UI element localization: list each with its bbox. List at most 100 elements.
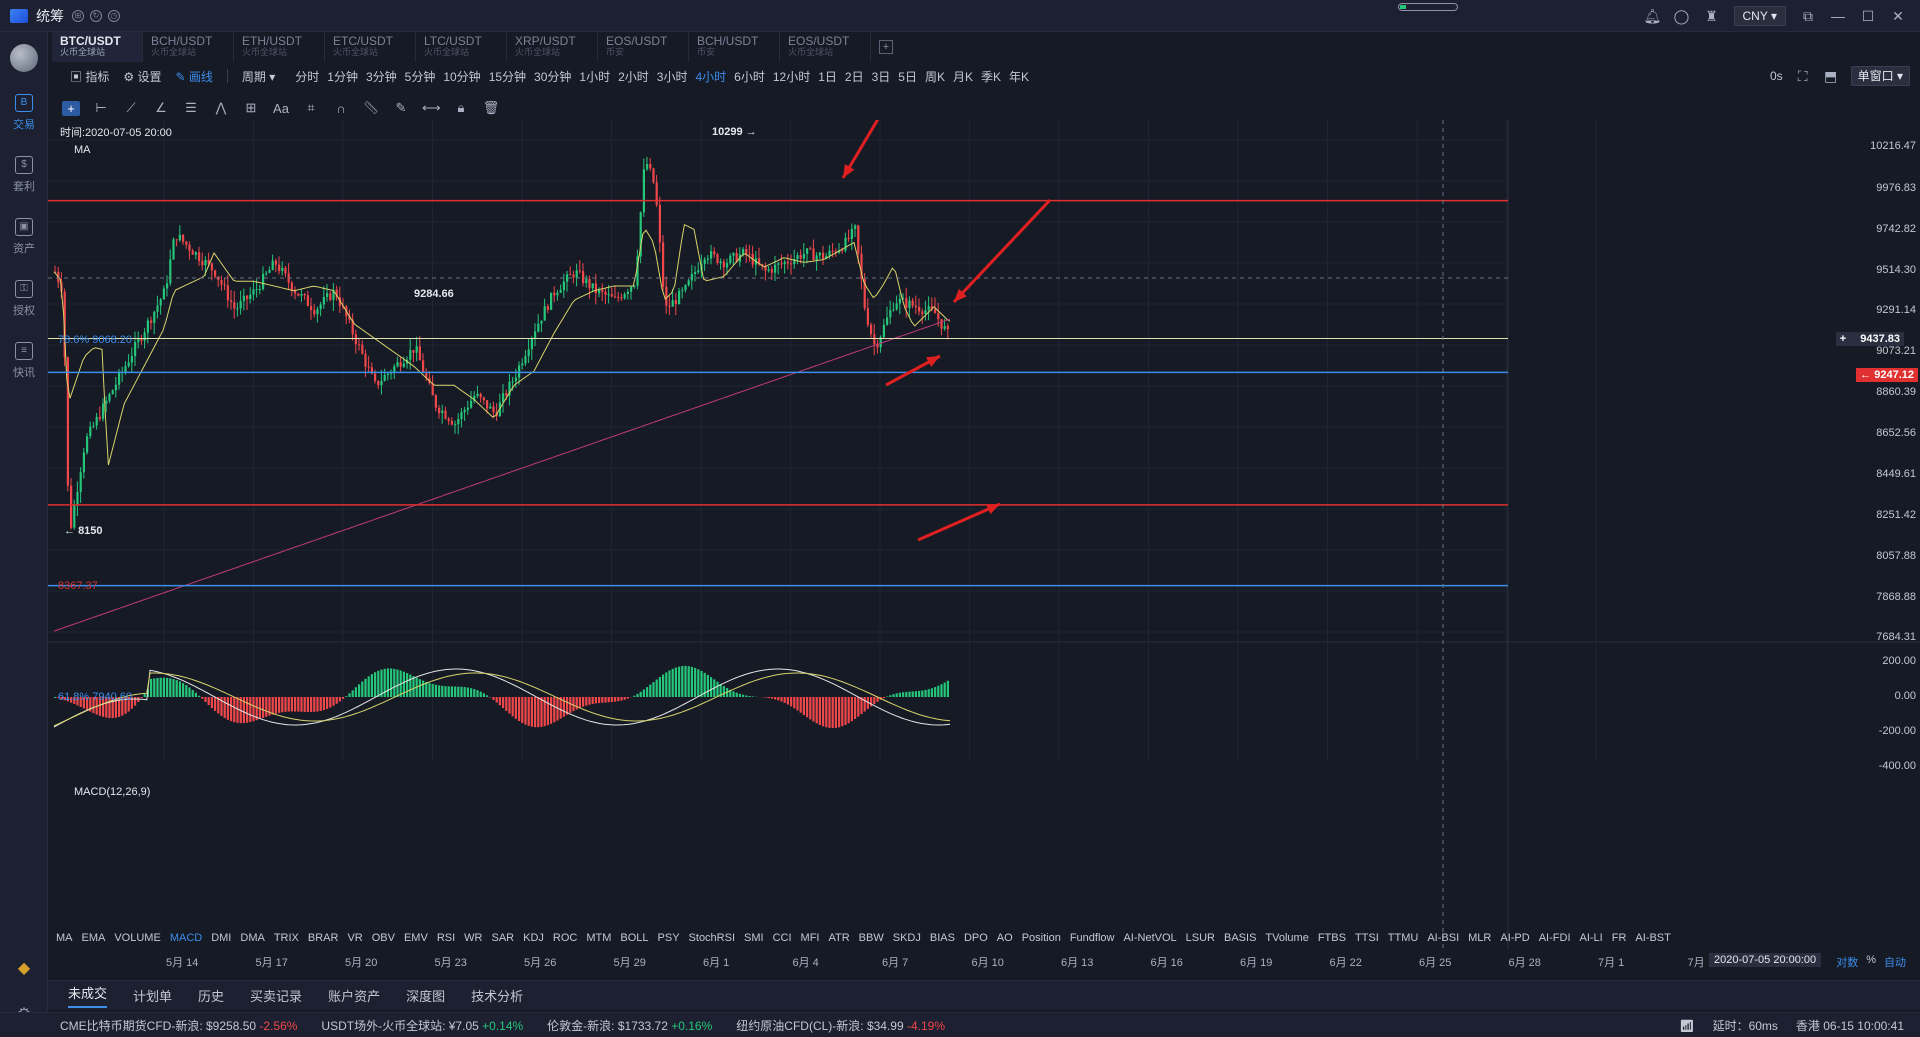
period-option[interactable]: 30分钟: [534, 69, 572, 84]
list-tool-icon[interactable]: ☰: [185, 100, 197, 115]
indicator-option[interactable]: PSY: [657, 932, 680, 944]
indicator-option[interactable]: ATR: [828, 932, 850, 944]
indicator-option[interactable]: RSI: [436, 932, 456, 944]
chat-icon[interactable]: ◯: [1673, 8, 1690, 24]
auto-scale-toggle[interactable]: 自动: [1884, 957, 1906, 969]
indicator-option[interactable]: MACD: [169, 932, 203, 944]
indicator-option[interactable]: AI-PD: [1500, 932, 1530, 944]
sidebar-item-2[interactable]: ▣ 资产: [0, 206, 48, 268]
indicator-option[interactable]: Fundflow: [1069, 932, 1115, 944]
indicator-option[interactable]: TRIX: [273, 932, 299, 944]
currency-select[interactable]: CNY ▾: [1733, 6, 1786, 26]
period-option[interactable]: 年K: [1009, 69, 1030, 84]
symbol-tab[interactable]: LTC/USDT 火币全球站: [416, 32, 507, 62]
indicator-option[interactable]: DMA: [240, 932, 265, 944]
indicator-option[interactable]: AI-FDI: [1538, 932, 1571, 944]
period-option[interactable]: 3日: [871, 69, 891, 84]
period-option[interactable]: 1分钟: [327, 69, 358, 84]
period-option[interactable]: 月K: [952, 69, 973, 84]
bottom-tab[interactable]: 计划单: [133, 989, 173, 1004]
date-axis[interactable]: 5月 14 5月 17 5月 20 5月 23 5月 26 5月 29 6月 1 6月 4 6月…: [48, 952, 1848, 970]
indicator-option[interactable]: BRAR: [307, 932, 339, 944]
symbol-tab[interactable]: ETH/USDT 火币全球站: [234, 32, 325, 62]
clock-icon[interactable]: ◷: [108, 9, 120, 22]
grid-tool-icon[interactable]: ⊞: [245, 100, 257, 115]
minimize-icon[interactable]: —: [1831, 8, 1845, 24]
bottom-tab[interactable]: 账户资产: [328, 989, 381, 1004]
popout-icon[interactable]: ⧉: [1803, 8, 1813, 24]
ticker-item[interactable]: 伦敦金-新浪: $1733.72 +0.16%: [547, 1017, 712, 1034]
diamond-icon[interactable]: ◆: [17, 960, 31, 977]
indicator-option[interactable]: DMI: [211, 932, 232, 944]
indicator-option[interactable]: EMV: [403, 932, 428, 944]
draw-button[interactable]: ✎ 画线: [175, 69, 213, 84]
bottom-tab[interactable]: 深度图: [406, 989, 446, 1004]
indicator-option[interactable]: MTM: [586, 932, 612, 944]
indicator-option[interactable]: MFI: [800, 932, 820, 944]
trendline-tool-icon[interactable]: ⟋: [126, 100, 136, 115]
indicator-option[interactable]: LSUR: [1185, 932, 1215, 944]
indicator-option[interactable]: AI-NetVOL: [1123, 932, 1177, 944]
magnet-tool-icon[interactable]: ∩: [336, 100, 346, 116]
window-mode-select[interactable]: 单窗口 ▾: [1850, 66, 1910, 86]
log-scale-toggle[interactable]: 对数: [1836, 957, 1859, 969]
indicator-option[interactable]: ROC: [552, 932, 578, 944]
close-icon[interactable]: ✕: [1892, 8, 1904, 24]
indicator-option[interactable]: TTSI: [1354, 932, 1379, 944]
sidebar-item-1[interactable]: $ 套利: [0, 144, 48, 206]
symbol-tab[interactable]: BCH/USDT 火币全球站: [143, 32, 234, 62]
sidebar-item-3[interactable]: ⚿ 授权: [0, 268, 48, 330]
period-dropdown[interactable]: 周期 ▾: [241, 69, 276, 84]
period-option[interactable]: 1日: [818, 69, 837, 84]
bottom-tab[interactable]: 历史: [198, 989, 225, 1004]
indicator-option[interactable]: BASIS: [1224, 932, 1257, 944]
indicator-option[interactable]: EMA: [81, 932, 106, 944]
indicator-option[interactable]: BBW: [858, 932, 884, 944]
indicator-option[interactable]: Position: [1021, 932, 1061, 944]
percent-toggle[interactable]: %: [1866, 954, 1876, 966]
period-option[interactable]: 2小时: [618, 69, 649, 84]
period-option[interactable]: 分时: [295, 69, 320, 84]
measure-tool-icon[interactable]: ⟷: [422, 100, 441, 115]
sidebar-item-0[interactable]: B 交易: [0, 82, 48, 144]
add-tab-button[interactable]: +: [879, 40, 893, 54]
angle-tool-icon[interactable]: ∠: [155, 100, 167, 115]
indicator-option[interactable]: SAR: [491, 932, 515, 944]
indicator-option[interactable]: SKDJ: [892, 932, 921, 944]
indicator-option[interactable]: KDJ: [523, 932, 544, 944]
indicator-option[interactable]: TVolume: [1265, 932, 1309, 944]
trash-tool-icon[interactable]: 🗑︎: [482, 100, 500, 115]
lock-tool-icon[interactable]: 🔒︎: [457, 100, 465, 115]
ma-legend[interactable]: MA: [74, 144, 91, 156]
chart-area[interactable]: 时间:2020-07-05 20:00 MA MACD(12,26,9) 102…: [48, 120, 1920, 980]
ruler-tool-icon[interactable]: 📏︎: [362, 100, 380, 115]
period-option[interactable]: 周K: [924, 69, 945, 84]
indicator-option[interactable]: WR: [464, 932, 483, 944]
indicator-option[interactable]: MLR: [1468, 932, 1492, 944]
ticker-item[interactable]: USDT场外-火币全球站: ¥7.05 +0.14%: [321, 1017, 523, 1034]
symbol-tab[interactable]: EOS/USDT 火币全球站: [780, 32, 871, 62]
settings-button[interactable]: ⚙ 设置: [123, 69, 162, 84]
indicator-option[interactable]: AI-LI: [1579, 932, 1603, 944]
indicator-option[interactable]: SMI: [744, 932, 764, 944]
period-option[interactable]: 15分钟: [488, 69, 527, 84]
shirt-icon[interactable]: ♜: [1705, 8, 1718, 24]
symbol-tab[interactable]: EOS/USDT 币安: [598, 32, 689, 62]
text-tool-icon[interactable]: Aa: [273, 100, 289, 116]
indicator-option[interactable]: TTMU: [1387, 932, 1419, 944]
period-option[interactable]: 2日: [844, 69, 864, 84]
window-icon[interactable]: ⊞: [72, 9, 84, 22]
indicator-option[interactable]: OBV: [371, 932, 395, 944]
symbol-tab[interactable]: XRP/USDT 火币全球站: [507, 32, 598, 62]
bottom-tab[interactable]: 未成交: [68, 983, 108, 1008]
fib-786-label[interactable]: 78.6% 9068.20: [58, 334, 133, 346]
indicator-option[interactable]: VOLUME: [114, 932, 161, 944]
layout-icon[interactable]: ⬒: [1824, 68, 1838, 84]
indicator-option[interactable]: AO: [996, 932, 1013, 944]
wave-tool-icon[interactable]: ⋀: [215, 100, 227, 115]
support-line-label[interactable]: 8367.37: [58, 580, 98, 592]
indicator-option[interactable]: CCI: [772, 932, 792, 944]
indicator-option[interactable]: VR: [347, 932, 363, 944]
indicator-option[interactable]: MA: [56, 932, 73, 944]
ticker-item[interactable]: 纽约原油CFD(CL)-新浪: $34.99 -4.19%: [736, 1017, 945, 1034]
